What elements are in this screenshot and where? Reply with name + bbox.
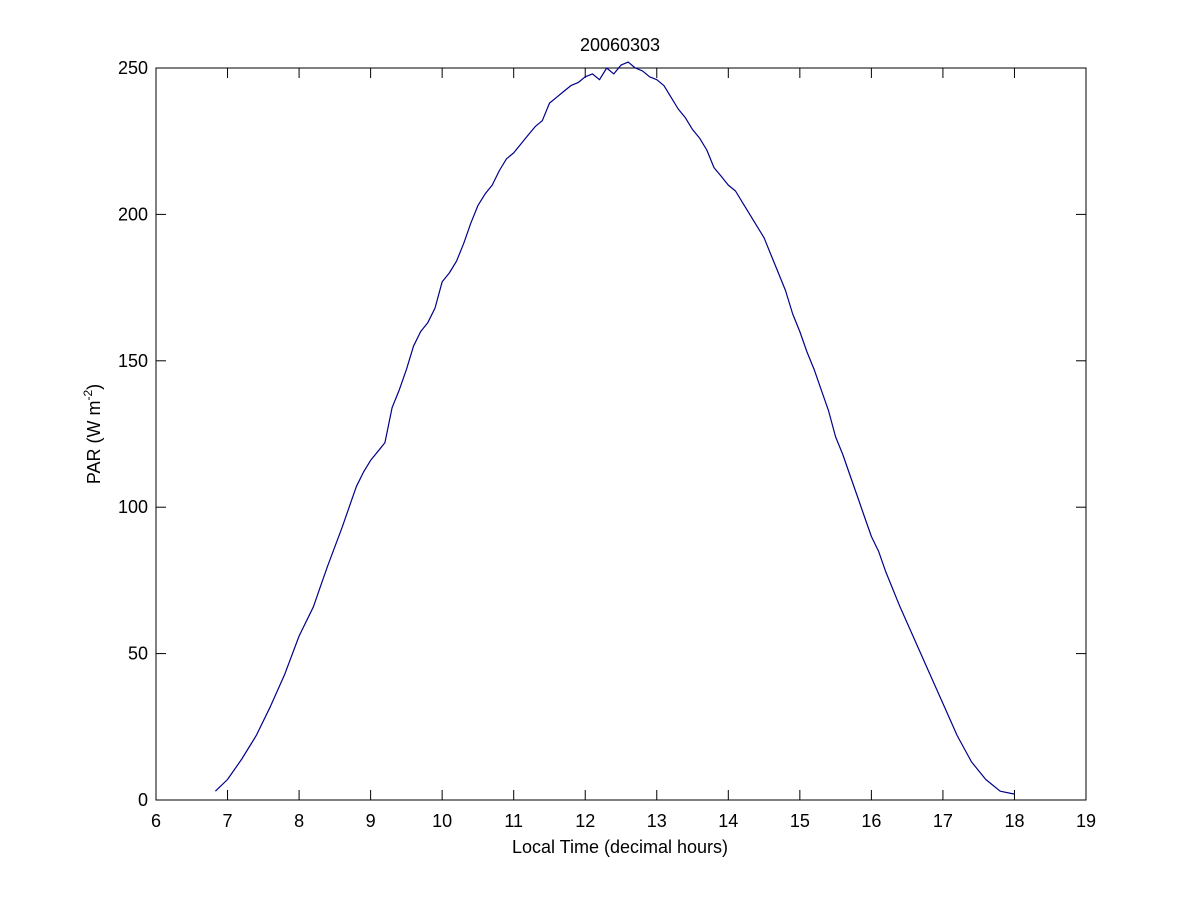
x-tick-label: 11 [504, 811, 523, 831]
x-tick-label: 8 [294, 811, 304, 831]
x-tick-label: 15 [790, 811, 810, 831]
plot-frame [155, 67, 1087, 801]
x-tick-label: 18 [1004, 811, 1024, 831]
x-tick-label: 7 [223, 811, 233, 831]
y-tick-label: 100 [118, 497, 148, 517]
y-tick-label: 200 [118, 204, 148, 224]
x-axis-label: Local Time (decimal hours) [512, 837, 728, 857]
x-tick-label: 19 [1076, 811, 1096, 831]
x-tick-label: 16 [861, 811, 881, 831]
y-tick-label: 50 [128, 644, 148, 664]
chart-title: 20060303 [580, 35, 660, 55]
x-tick-label: 9 [366, 811, 376, 831]
y-axis-label-superscript: -2 [81, 390, 95, 401]
y-axis-label-prefix: PAR (W m [84, 401, 104, 485]
x-tick-label: 13 [647, 811, 667, 831]
x-tick-label: 10 [432, 811, 452, 831]
y-axis-label-suffix: ) [84, 384, 104, 390]
series-line-par [214, 61, 1015, 795]
x-tick-label: 17 [933, 811, 953, 831]
y-tick-label: 250 [118, 58, 148, 78]
plot-area: 6 7 8 9 10 11 12 13 14 15 16 17 18 19 0 50 100 150 200 250 [118, 58, 1096, 831]
y-axis-label: PAR (W m-2) [81, 384, 104, 484]
y-tick-label: 0 [138, 790, 148, 810]
y-tick-label: 150 [118, 351, 148, 371]
x-tick-label: 6 [151, 811, 161, 831]
x-tick-label: 14 [718, 811, 738, 831]
x-tick-label: 12 [575, 811, 595, 831]
